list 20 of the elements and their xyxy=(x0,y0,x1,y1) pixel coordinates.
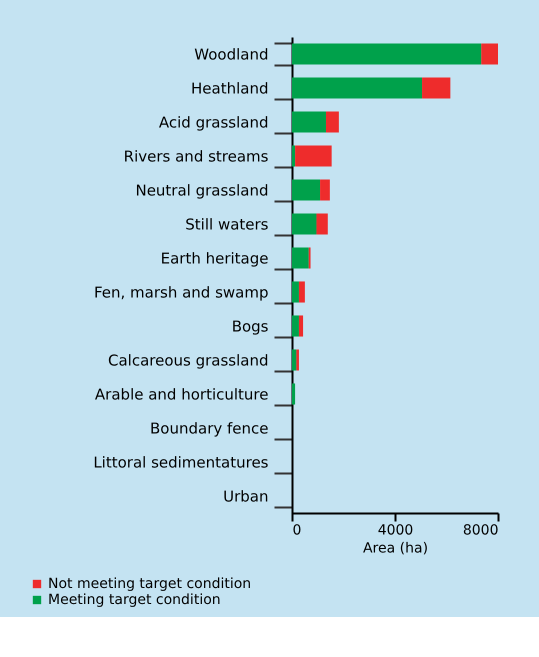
y-tick-label: Earth heritage xyxy=(160,250,268,268)
y-tick-label: Urban xyxy=(223,488,268,506)
y-tick-label: Woodland xyxy=(194,46,268,64)
y-tick-label: Rivers and streams xyxy=(124,148,269,166)
y-tick-label: Heathland xyxy=(191,80,268,98)
y-tick-label: Calcareous grassland xyxy=(108,352,268,370)
x-tick-label: 4000 xyxy=(378,522,414,538)
y-tick-label: Boundary fence xyxy=(150,420,268,438)
x-axis-title: Area (ha) xyxy=(362,540,428,556)
x-tick-label: 0 xyxy=(292,522,302,538)
y-tick-label: Neutral grassland xyxy=(135,182,268,200)
y-tick-label: Littoral sedimentatures xyxy=(93,454,269,472)
legend-label: Meeting target condition xyxy=(48,592,221,608)
y-tick-label: Fen, marsh and swamp xyxy=(94,284,268,302)
y-tick-label: Bogs xyxy=(232,318,269,336)
y-tick-label: Still waters xyxy=(185,216,269,234)
x-tick-label: 8000 xyxy=(462,522,498,538)
legend-label: Not meeting target condition xyxy=(48,576,252,592)
y-tick-label: Acid grassland xyxy=(158,114,268,132)
y-tick-label: Arable and horticulture xyxy=(94,386,268,404)
